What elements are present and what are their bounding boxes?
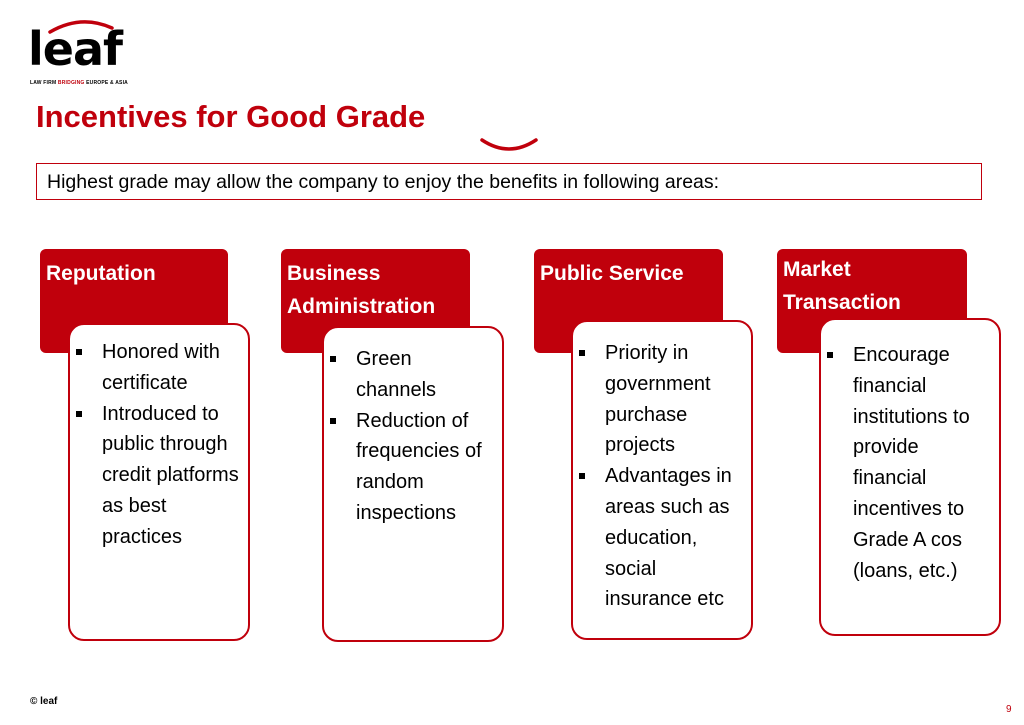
category-title: Public Service bbox=[540, 262, 684, 285]
list-item: Green channels bbox=[326, 344, 494, 406]
list-item: Encourage financial institutions to prov… bbox=[823, 340, 991, 586]
benefit-card-reputation: Honored with certificate Introduced to p… bbox=[68, 323, 250, 641]
logo-wordmark: leaf bbox=[28, 22, 123, 76]
list-item: Honored with certificate bbox=[72, 337, 240, 399]
bullet-list: Honored with certificate Introduced to p… bbox=[72, 337, 240, 553]
logo-tagline: LAW FIRM BRIDGING EUROPE & ASIA bbox=[30, 80, 128, 86]
decorative-arc-icon bbox=[480, 138, 538, 151]
leaf-logo: leaf LAW FIRM BRIDGING EUROPE & ASIA bbox=[28, 18, 158, 88]
list-item: Priority in government purchase projects bbox=[575, 338, 743, 461]
footer-copyright: © leaf bbox=[30, 696, 58, 707]
intro-box: Highest grade may allow the company to e… bbox=[36, 163, 982, 200]
category-title: Business Administration bbox=[287, 262, 436, 318]
list-item: Reduction of frequencies of random inspe… bbox=[326, 406, 494, 529]
bullet-list: Priority in government purchase projects… bbox=[575, 338, 743, 615]
category-title: Reputation bbox=[46, 262, 156, 285]
benefit-card-public-service: Priority in government purchase projects… bbox=[571, 320, 753, 640]
bullet-list: Green channels Reduction of frequencies … bbox=[326, 344, 494, 529]
bullet-list: Encourage financial institutions to prov… bbox=[823, 340, 991, 586]
category-title: Market Transaction bbox=[783, 258, 901, 314]
list-item: Introduced to public through credit plat… bbox=[72, 399, 240, 553]
page-number: 9 bbox=[1006, 704, 1012, 715]
list-item: Advantages in areas such as education, s… bbox=[575, 461, 743, 615]
logo-arc-icon bbox=[48, 20, 114, 34]
page-title: Incentives for Good Grade bbox=[36, 99, 426, 134]
benefit-card-market-transaction: Encourage financial institutions to prov… bbox=[819, 318, 1001, 636]
benefit-card-business-administration: Green channels Reduction of frequencies … bbox=[322, 326, 504, 642]
